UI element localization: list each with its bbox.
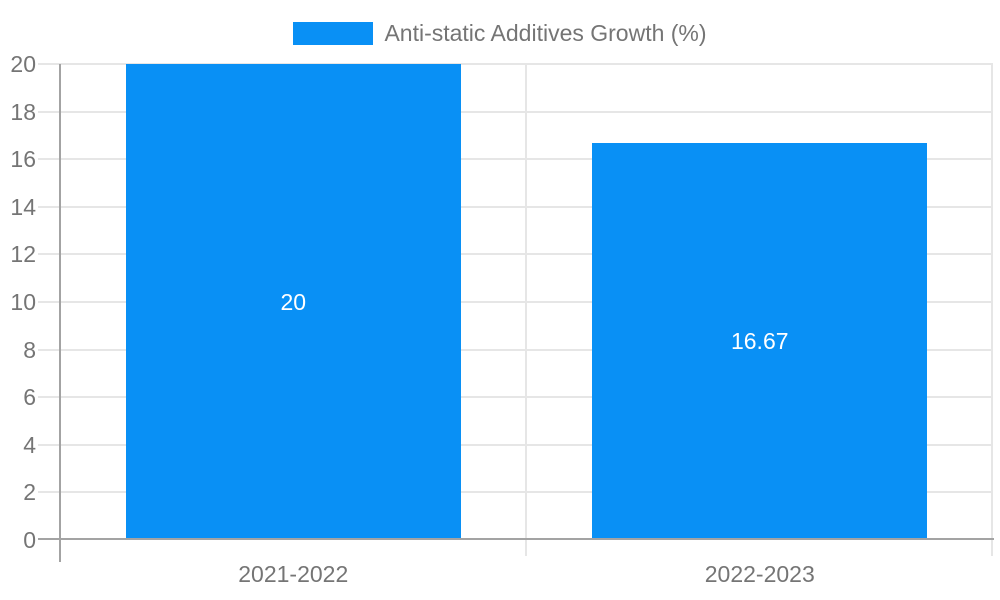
y-axis-tick-label: 12 (10, 241, 36, 268)
chart-legend[interactable]: Anti-static Additives Growth (%) (0, 20, 1000, 47)
bar-2022-2023[interactable]: 16.67 (592, 143, 928, 540)
y-gridline (60, 396, 993, 399)
legend-swatch-icon (293, 22, 374, 45)
y-gridline (60, 205, 993, 208)
y-gridline (60, 301, 993, 303)
x-axis-line (38, 538, 994, 540)
y-gridline (60, 443, 993, 446)
x-gridline (991, 64, 993, 540)
y-gridline (60, 110, 993, 113)
y-gridline (60, 63, 993, 65)
x-axis-tick (991, 540, 993, 556)
bar-value-label: 16.67 (730, 328, 789, 355)
x-axis-tick (524, 540, 527, 556)
y-gridline (60, 158, 993, 161)
y-axis-tick-label: 4 (23, 431, 36, 458)
x-gridline (524, 64, 527, 540)
bar-value-label: 20 (280, 288, 307, 315)
y-axis-tick (38, 63, 60, 65)
y-axis-tick-label: 8 (23, 336, 36, 363)
x-axis-category-label: 2021-2022 (238, 561, 349, 587)
y-axis-tick-label: 20 (10, 51, 36, 77)
y-axis-tick (38, 205, 60, 208)
y-axis-tick-label: 16 (10, 146, 36, 173)
y-axis-tick (38, 491, 60, 494)
y-axis-tick (38, 110, 60, 113)
y-axis-tick (38, 301, 60, 303)
y-axis-tick-label: 14 (10, 193, 36, 220)
y-axis-tick (38, 443, 60, 446)
x-axis-category-label: 2022-2023 (704, 561, 815, 587)
y-axis-line (59, 64, 61, 562)
y-axis-tick-label: 18 (10, 98, 36, 125)
y-axis-tick (38, 158, 60, 161)
y-axis-tick-label: 10 (10, 289, 36, 315)
y-gridline (60, 348, 993, 351)
y-axis-tick (38, 348, 60, 351)
legend-label: Anti-static Additives Growth (%) (384, 20, 707, 46)
y-axis-tick (38, 253, 60, 256)
y-gridline (60, 253, 993, 256)
y-axis-tick-label: 0 (23, 527, 36, 553)
plot-area: 20 16.67 (60, 63, 993, 540)
y-axis-tick (38, 396, 60, 399)
bar-2021-2022[interactable]: 20 (125, 64, 461, 540)
y-axis-tick-label: 2 (23, 479, 36, 506)
y-axis-tick-label: 6 (23, 384, 36, 411)
y-gridline (60, 491, 993, 494)
